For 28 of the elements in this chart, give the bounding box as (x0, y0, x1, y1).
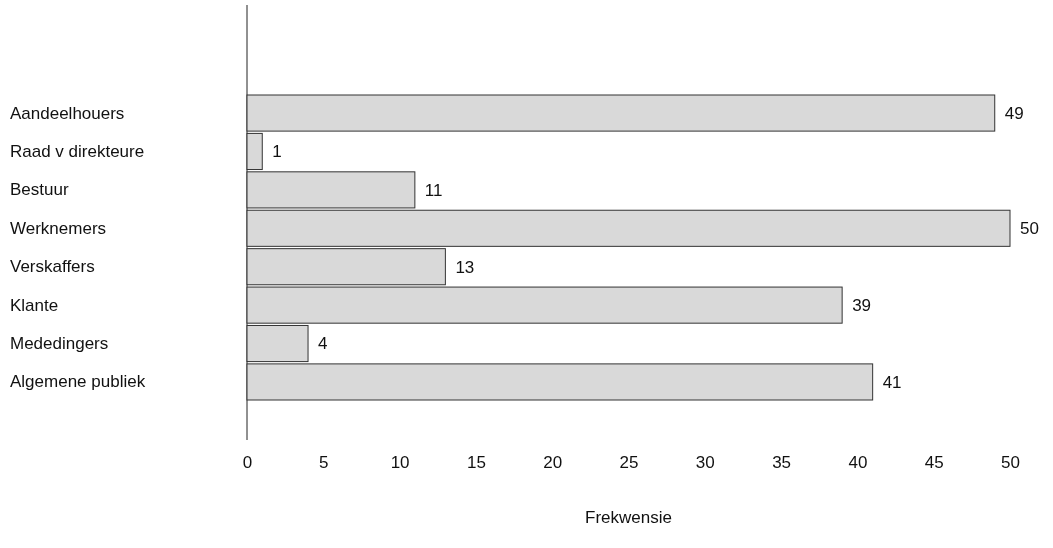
y-tick-label: Algemene publiek (10, 372, 146, 392)
data-label: 13 (455, 257, 475, 277)
x-tick-label: 20 (543, 453, 563, 473)
data-label: 11 (424, 180, 443, 200)
y-tick-label: Raad v direkteure (10, 141, 145, 161)
x-axis-title: Frekwensie (585, 508, 672, 527)
x-tick-label: 25 (619, 453, 639, 473)
y-tick-label: Werknemers (10, 218, 107, 238)
x-tick-label: 35 (772, 453, 792, 473)
y-tick-label: Verskaffers (10, 257, 95, 277)
data-label: 1 (272, 142, 282, 162)
data-label: 39 (852, 296, 872, 316)
x-tick-label: 40 (848, 453, 868, 473)
x-tick-label: 10 (390, 453, 410, 473)
x-tick-label: 30 (695, 453, 715, 473)
data-label: 49 (1004, 104, 1024, 123)
y-tick-label: Klante (10, 295, 59, 315)
y-tick-label: Bestuur (10, 180, 69, 200)
data-label: 4 (318, 334, 328, 354)
x-tick-label: 15 (466, 453, 486, 473)
y-tick-label: Mededingers (10, 333, 109, 353)
x-tick-label: 0 (242, 453, 253, 473)
x-tick-label: 45 (924, 453, 944, 473)
data-label: 50 (1020, 219, 1039, 239)
data-label: 41 (882, 372, 902, 392)
x-tick-label: 5 (319, 453, 329, 473)
x-tick-label: 50 (1001, 453, 1020, 473)
y-tick-label: Aandeelhouers (10, 103, 125, 123)
